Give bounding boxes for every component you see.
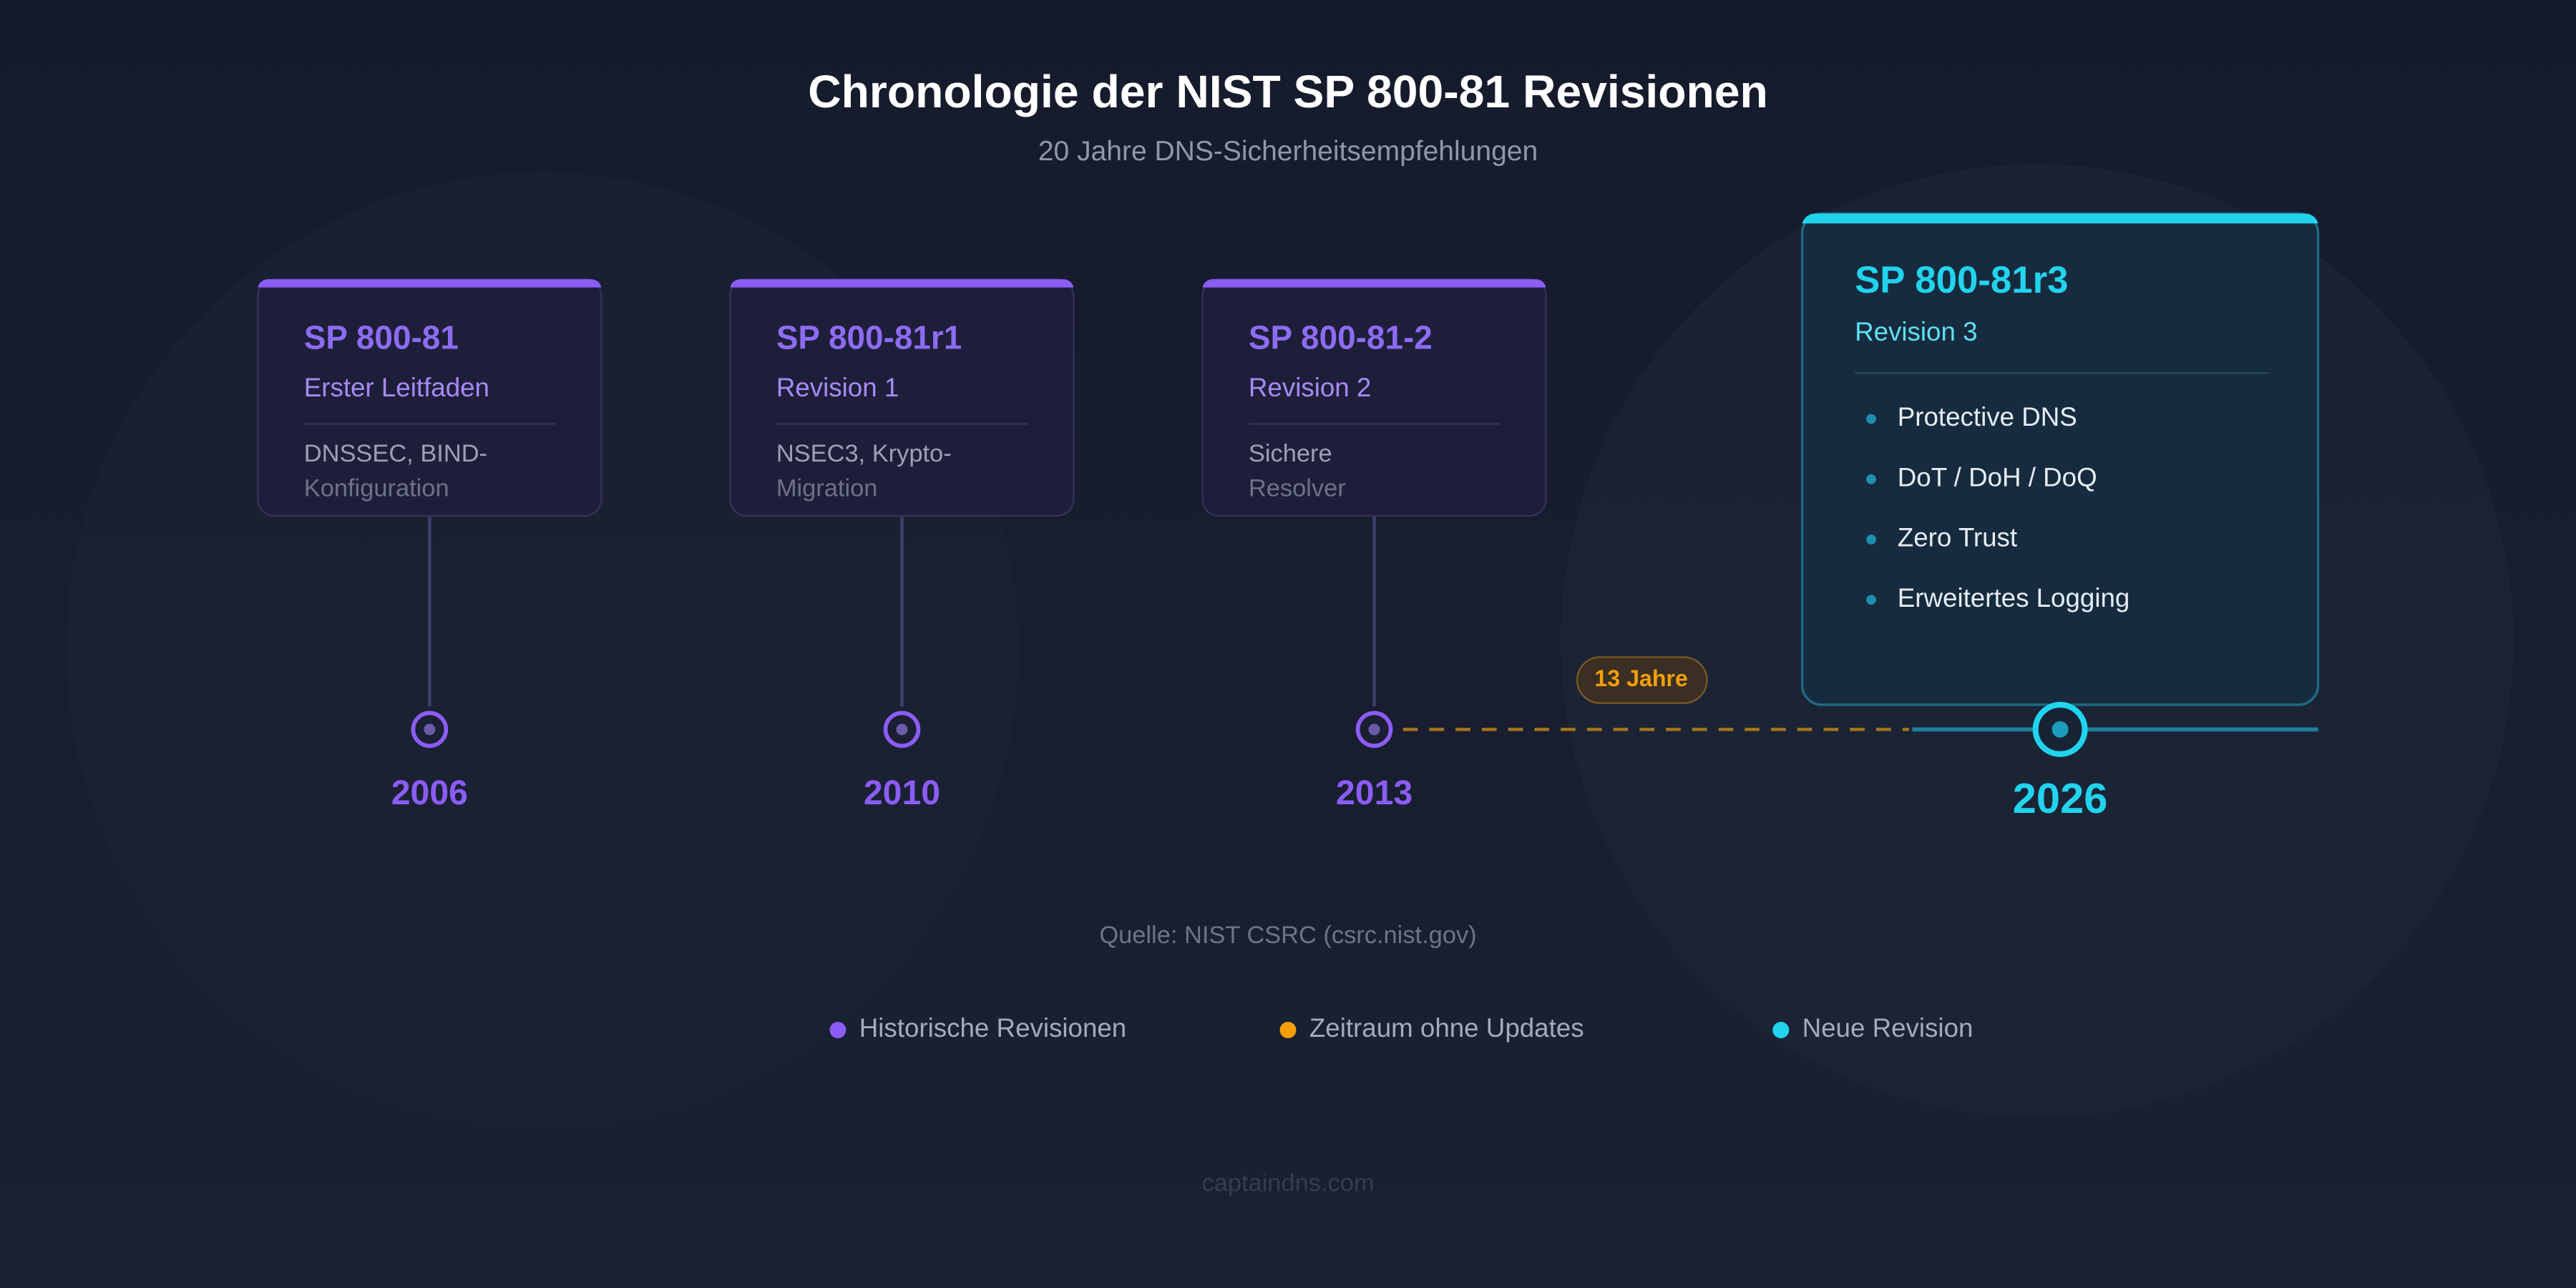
bullet [1866, 414, 1876, 424]
source: Quelle: NIST CSRC (csrc.nist.gov) [1099, 922, 1476, 949]
feature-item: Protective DNS [1898, 402, 2077, 431]
legend-label: Neue Revision [1802, 1013, 1974, 1043]
year: 2026 [2013, 774, 2108, 822]
subtitle: 20 Jahre DNS-Sicherheitsempfehlungen [1038, 136, 1538, 167]
card-subtitle: Revision 2 [1249, 373, 1371, 402]
feature-item: Erweitertes Logging [1898, 583, 2130, 613]
card-accent [730, 279, 1074, 288]
year: 2010 [864, 774, 940, 812]
card-detail: DNSSEC, BIND- [304, 440, 487, 467]
title: Chronologie der NIST SP 800-81 Revisione… [808, 66, 1768, 117]
card-title: SP 800-81 [304, 318, 459, 356]
feature-item: Zero Trust [1898, 523, 2017, 552]
gap-label: 13 Jahre [1594, 665, 1687, 691]
card-subtitle: Revision 3 [1855, 317, 1977, 346]
bullet [1866, 474, 1876, 484]
card-detail: Sichere [1249, 440, 1332, 467]
year: 2013 [1336, 774, 1413, 812]
card-accent [1802, 213, 2318, 224]
card-subtitle: Revision 1 [776, 373, 899, 402]
legend-label: Historische Revisionen [859, 1013, 1126, 1043]
legend-dot [829, 1022, 847, 1039]
node-dot [896, 723, 908, 736]
card-accent [1202, 279, 1546, 288]
card-title: SP 800-81r1 [776, 318, 962, 356]
card-detail: Migration [776, 474, 878, 502]
card-detail: NSEC3, Krypto- [776, 440, 952, 467]
year: 2006 [391, 774, 468, 812]
gap-badge [1576, 656, 1708, 704]
card-accent [258, 279, 602, 288]
legend-label: Zeitraum ohne Updates [1309, 1013, 1584, 1043]
node-dot [1368, 723, 1380, 736]
feature-item: DoT / DoH / DoQ [1898, 462, 2097, 492]
card-detail: Resolver [1249, 474, 1346, 502]
node-dot [2051, 721, 2069, 738]
node-dot [424, 723, 436, 736]
legend-dot [1772, 1022, 1790, 1039]
card-subtitle: Erster Leitfaden [304, 373, 489, 402]
bullet [1866, 535, 1876, 545]
card-title: SP 800-81-2 [1249, 318, 1433, 356]
card-title: SP 800-81r3 [1855, 259, 2068, 301]
footer: captaindns.com [1201, 1169, 1374, 1196]
bullet [1866, 595, 1876, 605]
legend-dot [1279, 1022, 1297, 1039]
card-detail: Konfiguration [304, 474, 449, 502]
